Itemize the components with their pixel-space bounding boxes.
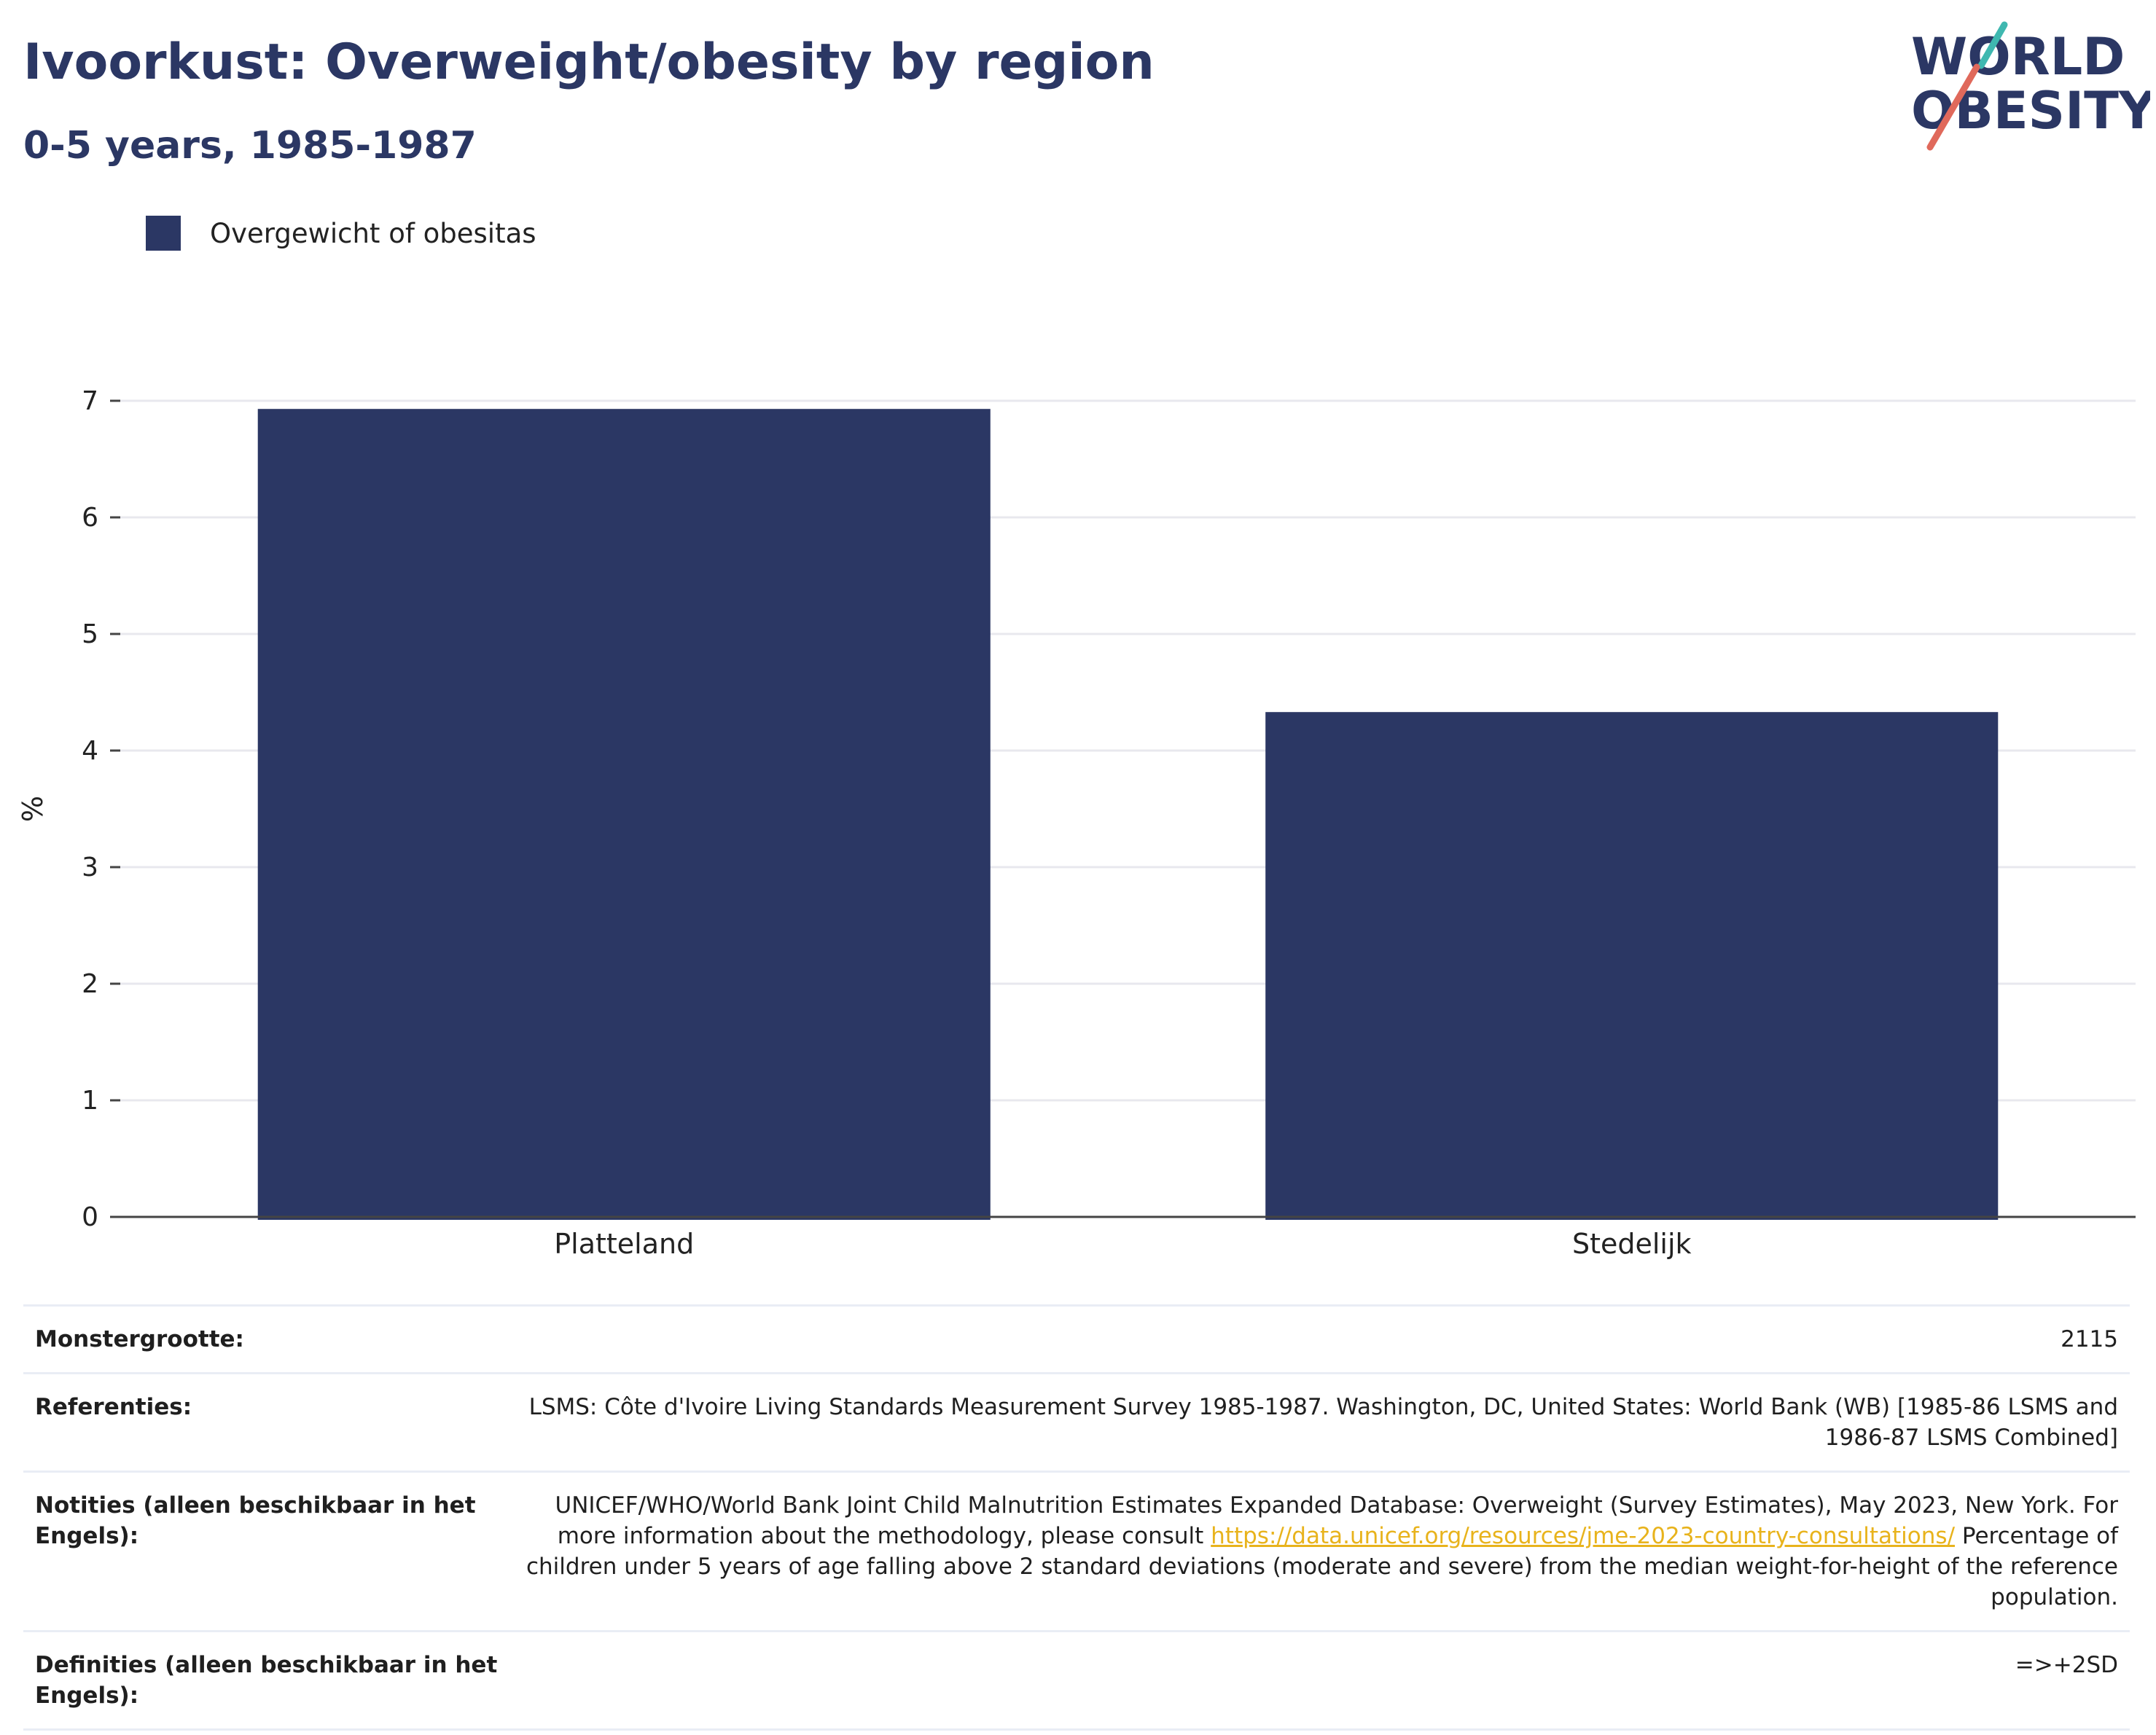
logo-line2: OBESITY xyxy=(1911,81,2150,141)
meta-row-references: Referenties: LSMS: Côte d'Ivoire Living … xyxy=(23,1373,2130,1472)
meta-row-definitions: Definities (alleen beschikbaar in het En… xyxy=(23,1631,2130,1730)
legend: Overgewicht of obesitas xyxy=(146,216,536,251)
y-tick-label: 7 xyxy=(82,386,98,416)
y-tick-label: 0 xyxy=(82,1202,98,1232)
world-obesity-logo: WORLD OBESITY xyxy=(1911,21,2150,151)
notes-link[interactable]: https://data.unicef.org/resources/jme-20… xyxy=(1211,1523,1956,1549)
x-category-label: Platteland xyxy=(554,1228,694,1260)
logo-line1: WORLD xyxy=(1911,27,2125,87)
y-tick-label: 3 xyxy=(82,853,98,882)
x-axis-labels: Platteland Stedelijk xyxy=(554,1228,1691,1260)
meta-key: Monstergrootte: xyxy=(35,1326,244,1352)
y-axis-ticks: 0 1 2 3 4 5 6 7 xyxy=(82,386,120,1232)
meta-value: LSMS: Côte d'Ivoire Living Standards Mea… xyxy=(528,1394,2118,1451)
legend-label: Overgewicht of obesitas xyxy=(210,217,536,249)
chart-subtitle: 0-5 years, 1985-1987 xyxy=(23,124,477,168)
y-tick-label: 2 xyxy=(82,969,98,999)
y-tick-label: 1 xyxy=(82,1086,98,1116)
meta-key: Definities (alleen beschikbaar in het En… xyxy=(35,1652,498,1709)
meta-key: Referenties: xyxy=(35,1394,192,1420)
notes-text: UNICEF/WHO/World Bank Joint Child Malnut… xyxy=(555,1492,2119,1549)
meta-value: UNICEF/WHO/World Bank Joint Child Malnut… xyxy=(513,1472,2130,1632)
x-category-label: Stedelijk xyxy=(1572,1228,1692,1260)
notes-text-after: Percentage of children under 5 years of … xyxy=(526,1523,2118,1610)
bar[interactable] xyxy=(1265,712,1999,1220)
meta-key: Notities (alleen beschikbaar in het Enge… xyxy=(35,1492,476,1549)
logo-slash-red xyxy=(1926,63,1980,151)
metadata-table: Monstergrootte: 2115 Referenties: LSMS: … xyxy=(23,1304,2130,1731)
y-tick-label: 6 xyxy=(82,503,98,533)
chart-title: Ivoorkust: Overweight/obesity by region xyxy=(23,34,1155,91)
meta-value: =>+2SD xyxy=(2015,1652,2118,1678)
y-axis-title: % xyxy=(17,796,49,822)
y-tick-label: 5 xyxy=(82,619,98,649)
bars xyxy=(257,409,1999,1221)
y-tick-label: 4 xyxy=(82,736,98,766)
bar[interactable] xyxy=(257,409,991,1221)
meta-value: 2115 xyxy=(2061,1326,2118,1352)
bar-chart: 0 1 2 3 4 5 6 7 Platteland Stedelijk % xyxy=(17,386,2136,1260)
legend-swatch xyxy=(146,216,181,251)
meta-row-notes: Notities (alleen beschikbaar in het Enge… xyxy=(23,1471,2130,1632)
meta-row-sample-size: Monstergrootte: 2115 xyxy=(23,1305,2130,1374)
logo-slash-teal xyxy=(1977,21,2008,69)
